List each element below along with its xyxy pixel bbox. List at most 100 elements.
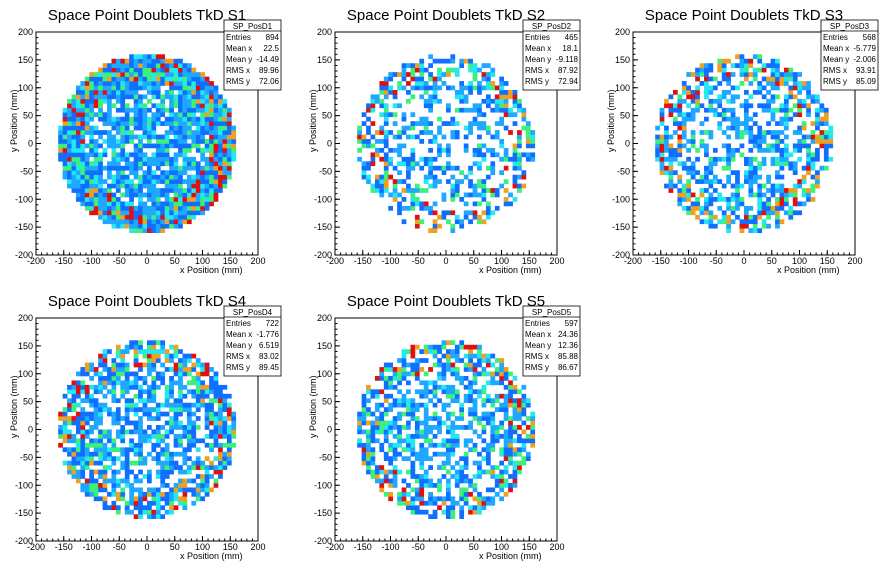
heatmap-bin — [209, 375, 214, 381]
heatmap-bin — [730, 156, 736, 162]
heatmap-bin — [361, 456, 367, 462]
heatmap-bin — [788, 67, 794, 73]
heatmap-bin — [450, 134, 456, 140]
heatmap-bin — [757, 139, 763, 144]
heatmap-bin — [712, 223, 718, 229]
heatmap-bin — [366, 125, 371, 131]
heatmap-bin — [182, 214, 188, 220]
heatmap-bin — [530, 143, 536, 149]
heatmap-bin — [806, 94, 811, 100]
heatmap-bin — [138, 460, 143, 466]
heatmap-bin — [200, 210, 206, 216]
heatmap-bin — [695, 89, 700, 95]
heatmap-bin — [226, 402, 232, 408]
heatmap-bin — [186, 183, 192, 189]
heatmap-bin — [173, 407, 179, 412]
heatmap-bin — [454, 483, 460, 488]
heatmap-bin — [107, 161, 112, 167]
heatmap-bin — [454, 375, 460, 381]
heatmap-bin — [120, 460, 126, 466]
heatmap-bin — [111, 81, 117, 86]
heatmap-bin — [499, 170, 505, 176]
heatmap-bin — [419, 165, 425, 171]
heatmap-bin — [102, 121, 108, 126]
heatmap-bin — [75, 94, 81, 100]
y-tick-label: 150 — [317, 55, 332, 65]
heatmap-bin — [173, 125, 179, 131]
heatmap-bin — [517, 447, 522, 453]
heatmap-bin — [726, 156, 731, 162]
heatmap-bin — [169, 210, 174, 216]
heatmap-bin — [481, 411, 487, 417]
heatmap-bin — [690, 210, 696, 216]
heatmap-bin — [664, 98, 669, 104]
heatmap-bin — [392, 483, 398, 488]
stats-box-frame — [223, 19, 282, 91]
heatmap-bin — [406, 81, 411, 86]
heatmap-bin — [173, 460, 179, 466]
heatmap-bin — [752, 139, 758, 144]
heatmap-bin — [151, 214, 157, 220]
stats-label: RMS y — [226, 363, 250, 372]
heatmap-bin — [423, 116, 429, 122]
heatmap-bin — [129, 188, 134, 193]
heatmap-bin — [111, 389, 117, 395]
heatmap-bin — [218, 134, 223, 140]
y-axis-label: y Position (mm) — [606, 89, 616, 152]
heatmap-bin — [730, 147, 736, 153]
heatmap-bin — [437, 465, 442, 470]
heatmap-bin — [441, 121, 447, 126]
heatmap-bin — [164, 447, 170, 453]
heatmap-bin — [133, 500, 139, 506]
stats-value: 722 — [266, 319, 280, 328]
heatmap-bin — [463, 201, 469, 207]
heatmap-bin — [142, 81, 148, 86]
heatmap-bin — [432, 94, 438, 100]
heatmap-bin — [98, 371, 103, 377]
heatmap-bin — [164, 81, 170, 86]
heatmap-bin — [485, 460, 491, 466]
heatmap-bin — [155, 358, 161, 363]
heatmap-bin — [173, 420, 179, 426]
heatmap-bin — [173, 170, 179, 176]
heatmap-bin — [797, 210, 803, 216]
heatmap-bin — [169, 425, 174, 430]
heatmap-bin — [712, 147, 718, 153]
heatmap-bin — [735, 63, 740, 68]
heatmap-bin — [450, 398, 456, 404]
heatmap-bin — [521, 407, 527, 412]
heatmap-bin — [151, 514, 157, 519]
heatmap-bin — [204, 456, 210, 462]
heatmap-bin — [392, 384, 398, 390]
heatmap-bin — [370, 438, 376, 444]
heatmap-bin — [437, 125, 442, 131]
heatmap-bin — [89, 134, 95, 140]
heatmap-bin — [690, 98, 696, 104]
heatmap-bin — [102, 197, 108, 202]
heatmap-bin — [160, 469, 166, 475]
heatmap-bin — [468, 505, 473, 511]
heatmap-bin — [89, 183, 95, 189]
heatmap-bin — [182, 192, 188, 198]
heatmap-bin — [797, 139, 803, 144]
heatmap-bin — [739, 228, 745, 233]
heatmap-bin — [84, 429, 90, 435]
heatmap-bin — [699, 81, 705, 86]
heatmap-bin — [133, 375, 139, 381]
heatmap-bin — [757, 165, 763, 171]
heatmap-bin — [806, 103, 811, 109]
heatmap-bin — [111, 469, 117, 475]
heatmap-bin — [477, 474, 482, 479]
heatmap-bin — [138, 188, 143, 193]
heatmap-bin — [173, 491, 179, 497]
heatmap-bin — [75, 156, 81, 162]
heatmap-bin — [428, 491, 433, 497]
heatmap-bin — [147, 353, 152, 359]
heatmap-bin — [419, 81, 425, 86]
heatmap-bin — [191, 94, 197, 100]
heatmap-bin — [178, 469, 183, 475]
heatmap-bin — [147, 371, 152, 377]
heatmap-bin — [120, 389, 126, 395]
heatmap-bin — [151, 219, 157, 225]
heatmap-bin — [138, 174, 143, 180]
